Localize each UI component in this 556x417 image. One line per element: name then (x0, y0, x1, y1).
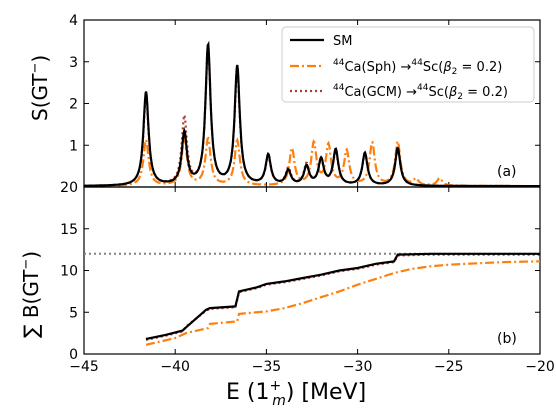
panel-b-x-tick-label: −25 (434, 359, 464, 375)
panel-b-label: (b) (497, 331, 517, 347)
legend-frame (281, 26, 535, 103)
series-sm-strength (84, 40, 540, 188)
panel-a-y-tick-label: 2 (69, 97, 78, 113)
series-sm-cumulative (145, 252, 540, 341)
panel-b-y-tick-label: 10 (60, 264, 78, 280)
panel-b-y-tick-label: 15 (60, 222, 78, 238)
legend-sm-label: SM (333, 34, 352, 49)
panel-b-y-tick-label: 5 (69, 305, 78, 321)
panel-b-x-tick-label: −45 (69, 359, 99, 375)
panel-a-ticks: 20 1 2 3 4 (60, 13, 541, 196)
panel-a-y-tick-label: 4 (69, 13, 78, 29)
legend: SM 44Ca(Sph) →44Sc(β2 = 0.2) 44Ca(GCM) →… (281, 26, 535, 103)
panel-a-y-tick-label: 20 (60, 180, 78, 196)
panel-a-lines (84, 40, 540, 188)
panel-a-y-tick-label: 3 (69, 55, 78, 71)
panel-b-ylabel: ∑ B(GT−) (19, 251, 43, 338)
panel-b-lines (84, 252, 541, 346)
panel-b-ticks: −45 −40 −35 −30 −25 −20 0 5 10 15 (60, 186, 555, 375)
panel-b-x-tick-label: −30 (343, 359, 373, 375)
panel-a-label: (a) (497, 164, 517, 180)
series-sph-cumulative (145, 260, 541, 346)
panel-b-x-tick-label: −35 (252, 359, 282, 375)
legend-sph-label: 44Ca(Sph) →44Sc(β2 = 0.2) (333, 58, 502, 77)
panel-b-y-tick-label: 0 (69, 347, 78, 363)
legend-gcm-label: 44Ca(GCM) →44Sc(β2 = 0.2) (333, 83, 508, 102)
series-gcm-cumulative (145, 253, 540, 341)
panel-a-ylabel: S(GT−) (28, 55, 52, 121)
panel-b-x-tick-label: −20 (525, 359, 555, 375)
panel-b-x-tick-label: −40 (160, 359, 190, 375)
x-axis-label: E (1+ m) [MeV] (226, 378, 366, 409)
panel-b-frame (83, 186, 541, 355)
panel-a: 20 1 2 3 4 S(GT−) (a) SM 44Ca(Sph) →44Sc(β2 … (28, 13, 541, 196)
panel-b: −45 −40 −35 −30 −25 −20 0 5 10 15 ∑ B(GT−) (b) (19, 186, 555, 375)
panel-a-y-tick-label: 1 (69, 138, 78, 154)
